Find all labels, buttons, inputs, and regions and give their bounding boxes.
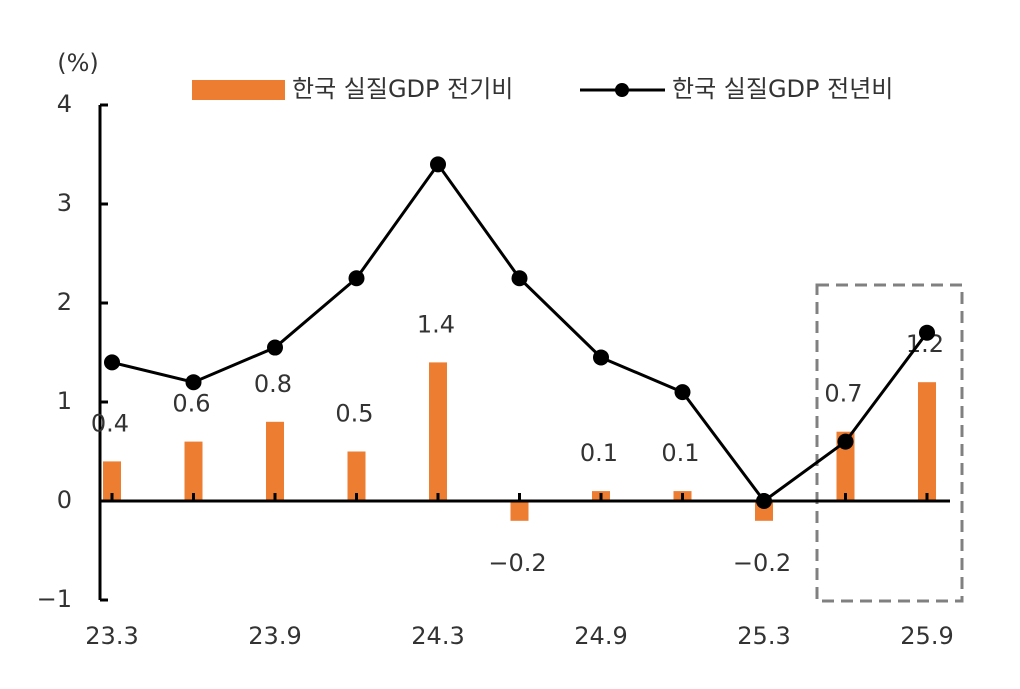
data-label: 0.7 — [824, 380, 862, 408]
data-label: 0.1 — [661, 439, 699, 467]
y-tick-label: 0 — [57, 486, 72, 514]
line-marker — [919, 324, 935, 341]
x-tick-label: 24.3 — [411, 622, 464, 650]
data-label: −0.2 — [488, 549, 546, 577]
x-tick-label: 25.9 — [900, 622, 953, 650]
data-label: 0.1 — [580, 439, 618, 467]
line-marker — [674, 384, 691, 401]
y-axis-unit: (%) — [57, 49, 99, 77]
line-marker — [430, 156, 446, 173]
bar — [918, 382, 936, 501]
bar — [347, 451, 366, 501]
x-tick-label: 24.9 — [574, 622, 627, 650]
line-marker — [511, 270, 528, 287]
highlight-box — [815, 283, 964, 603]
bar — [836, 431, 855, 501]
bar — [266, 421, 284, 501]
data-label: 1.4 — [417, 310, 455, 338]
line — [111, 161, 929, 504]
line-marker — [756, 493, 772, 509]
x-tick-label: 25.3 — [737, 622, 790, 650]
y-tick-label: 3 — [57, 189, 72, 217]
bar — [429, 362, 447, 501]
line-marker — [837, 433, 854, 450]
legend-label: 한국 실질GDP 전년비 — [672, 75, 893, 103]
line-marker — [104, 354, 120, 371]
x-tick-label: 23.3 — [85, 622, 138, 650]
line-marker — [593, 349, 609, 366]
legend-swatch — [192, 80, 285, 100]
legend-label: 한국 실질GDP 전기비 — [292, 75, 513, 103]
y-tick-label: 4 — [57, 90, 72, 118]
data-label: 0.5 — [335, 400, 373, 428]
bar — [103, 461, 121, 501]
data-label: 0.4 — [91, 409, 129, 437]
bar — [510, 501, 529, 521]
bar — [184, 441, 203, 501]
data-label: −0.2 — [733, 549, 791, 577]
y-tick-label: −1 — [37, 585, 72, 613]
line-marker — [185, 374, 202, 391]
line-marker — [348, 270, 365, 287]
x-tick-label: 23.9 — [248, 622, 301, 650]
data-label: 0.6 — [172, 390, 210, 418]
line-marker — [267, 339, 283, 356]
data-label: 0.8 — [254, 370, 292, 398]
y-tick-label: 2 — [57, 288, 72, 316]
y-tick-label: 1 — [57, 387, 72, 415]
legend-marker — [615, 83, 629, 97]
